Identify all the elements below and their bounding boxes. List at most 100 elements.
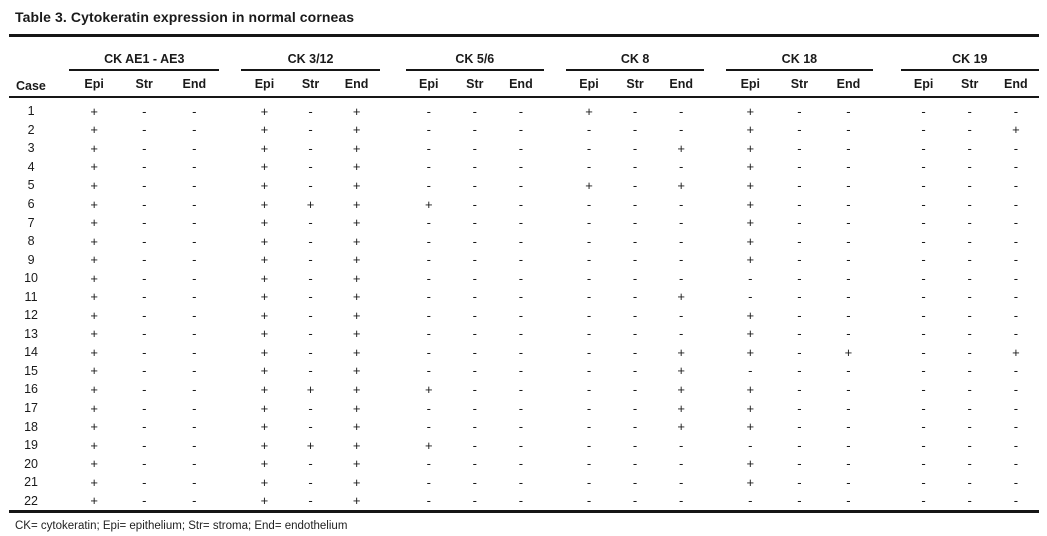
value-cell: - [472,140,477,156]
value-cell: + [352,103,361,119]
value-cell: - [967,456,972,472]
value-cell: - [142,159,147,175]
value-cell: - [518,252,524,268]
row-spacer [704,491,726,511]
case-cell: 20 [24,456,38,471]
value-cell: + [746,103,755,119]
row-spacer [219,232,241,251]
value-cell: - [921,456,926,472]
value-cell: + [90,344,98,360]
value-cell: + [352,493,361,509]
value-cell: - [472,344,477,360]
value-cell: - [142,474,147,490]
row-spacer [53,380,69,399]
value-cell: - [921,159,926,175]
value-cell: + [90,196,98,212]
value-cell: - [426,233,431,249]
value-cell: - [846,474,851,490]
value-cell: + [1012,344,1020,360]
row-spacer [704,325,726,344]
row-spacer [544,250,566,269]
value-cell: - [1013,233,1019,249]
case-cell: 22 [24,493,38,508]
value-cell: - [192,493,197,509]
value-cell: + [677,363,685,379]
value-cell: + [424,196,433,212]
value-cell: - [748,363,753,379]
table-row: 12 + - - + - + - - - - - - + - - - - - [9,306,1039,325]
value-cell: - [472,270,477,286]
value-cell: + [746,400,755,416]
row-spacer [704,158,726,177]
value-cell: - [846,456,851,472]
value-cell: - [846,177,851,193]
value-cell: - [192,122,197,138]
group-header-3: CK 5/6 [405,35,544,71]
value-cell: - [586,493,592,509]
value-cell: - [967,103,972,119]
value-cell: + [260,140,269,156]
row-spacer [704,121,726,140]
value-cell: - [472,159,477,175]
value-cell: - [846,103,851,119]
value-cell: + [260,270,269,286]
row-spacer [544,176,566,195]
value-cell: - [518,177,524,193]
row-spacer [53,121,69,140]
value-cell: - [518,493,524,509]
value-cell: + [90,456,98,472]
row-spacer [873,436,901,455]
row-spacer [544,269,566,288]
row-spacer [873,306,901,325]
value-cell: - [426,363,431,379]
row-spacer [53,287,69,306]
value-cell: - [921,493,926,509]
value-cell: + [90,326,98,342]
case-cell: 13 [24,326,38,341]
value-cell: + [90,270,98,286]
case-cell: 14 [24,345,38,360]
row-spacer [544,195,566,214]
case-cell: 3 [27,141,35,156]
subcolumn-header: Str [451,70,498,98]
row-spacer [53,362,69,381]
value-cell: - [192,419,197,435]
value-cell: - [921,474,926,490]
value-cell: + [260,307,269,323]
value-cell: + [677,177,685,193]
value-cell: + [352,196,361,212]
row-spacer [873,325,901,344]
value-cell: - [192,363,197,379]
value-cell: + [90,289,98,305]
value-cell: - [846,363,851,379]
value-cell: - [518,344,524,360]
value-cell: + [90,177,98,193]
value-cell: - [308,289,313,305]
table-footnote: CK= cytokeratin; Epi= epithelium; Str= s… [15,520,348,533]
case-cell: 16 [24,382,38,397]
value-cell: - [921,122,926,138]
row-spacer [380,343,406,362]
row-spacer [544,362,566,381]
value-cell: - [308,474,313,490]
value-cell: - [142,326,147,342]
value-cell: + [352,289,361,305]
value-cell: - [967,289,972,305]
value-cell: - [472,196,477,212]
value-cell: + [746,344,755,360]
subcolumn-header: End [169,70,220,98]
row-spacer [380,139,406,158]
row-spacer [544,306,566,325]
value-cell: - [308,122,313,138]
row-spacer [380,473,406,492]
value-cell: - [472,215,477,231]
row-spacer [380,417,406,436]
value-cell: + [352,233,361,249]
value-cell: - [518,159,524,175]
value-cell: + [260,122,269,138]
row-spacer [53,213,69,232]
row-spacer [873,287,901,306]
table-row: 21 + - - + - + - - - - - - + - - - - - [9,473,1039,492]
value-cell: - [308,140,313,156]
value-cell: - [472,289,477,305]
